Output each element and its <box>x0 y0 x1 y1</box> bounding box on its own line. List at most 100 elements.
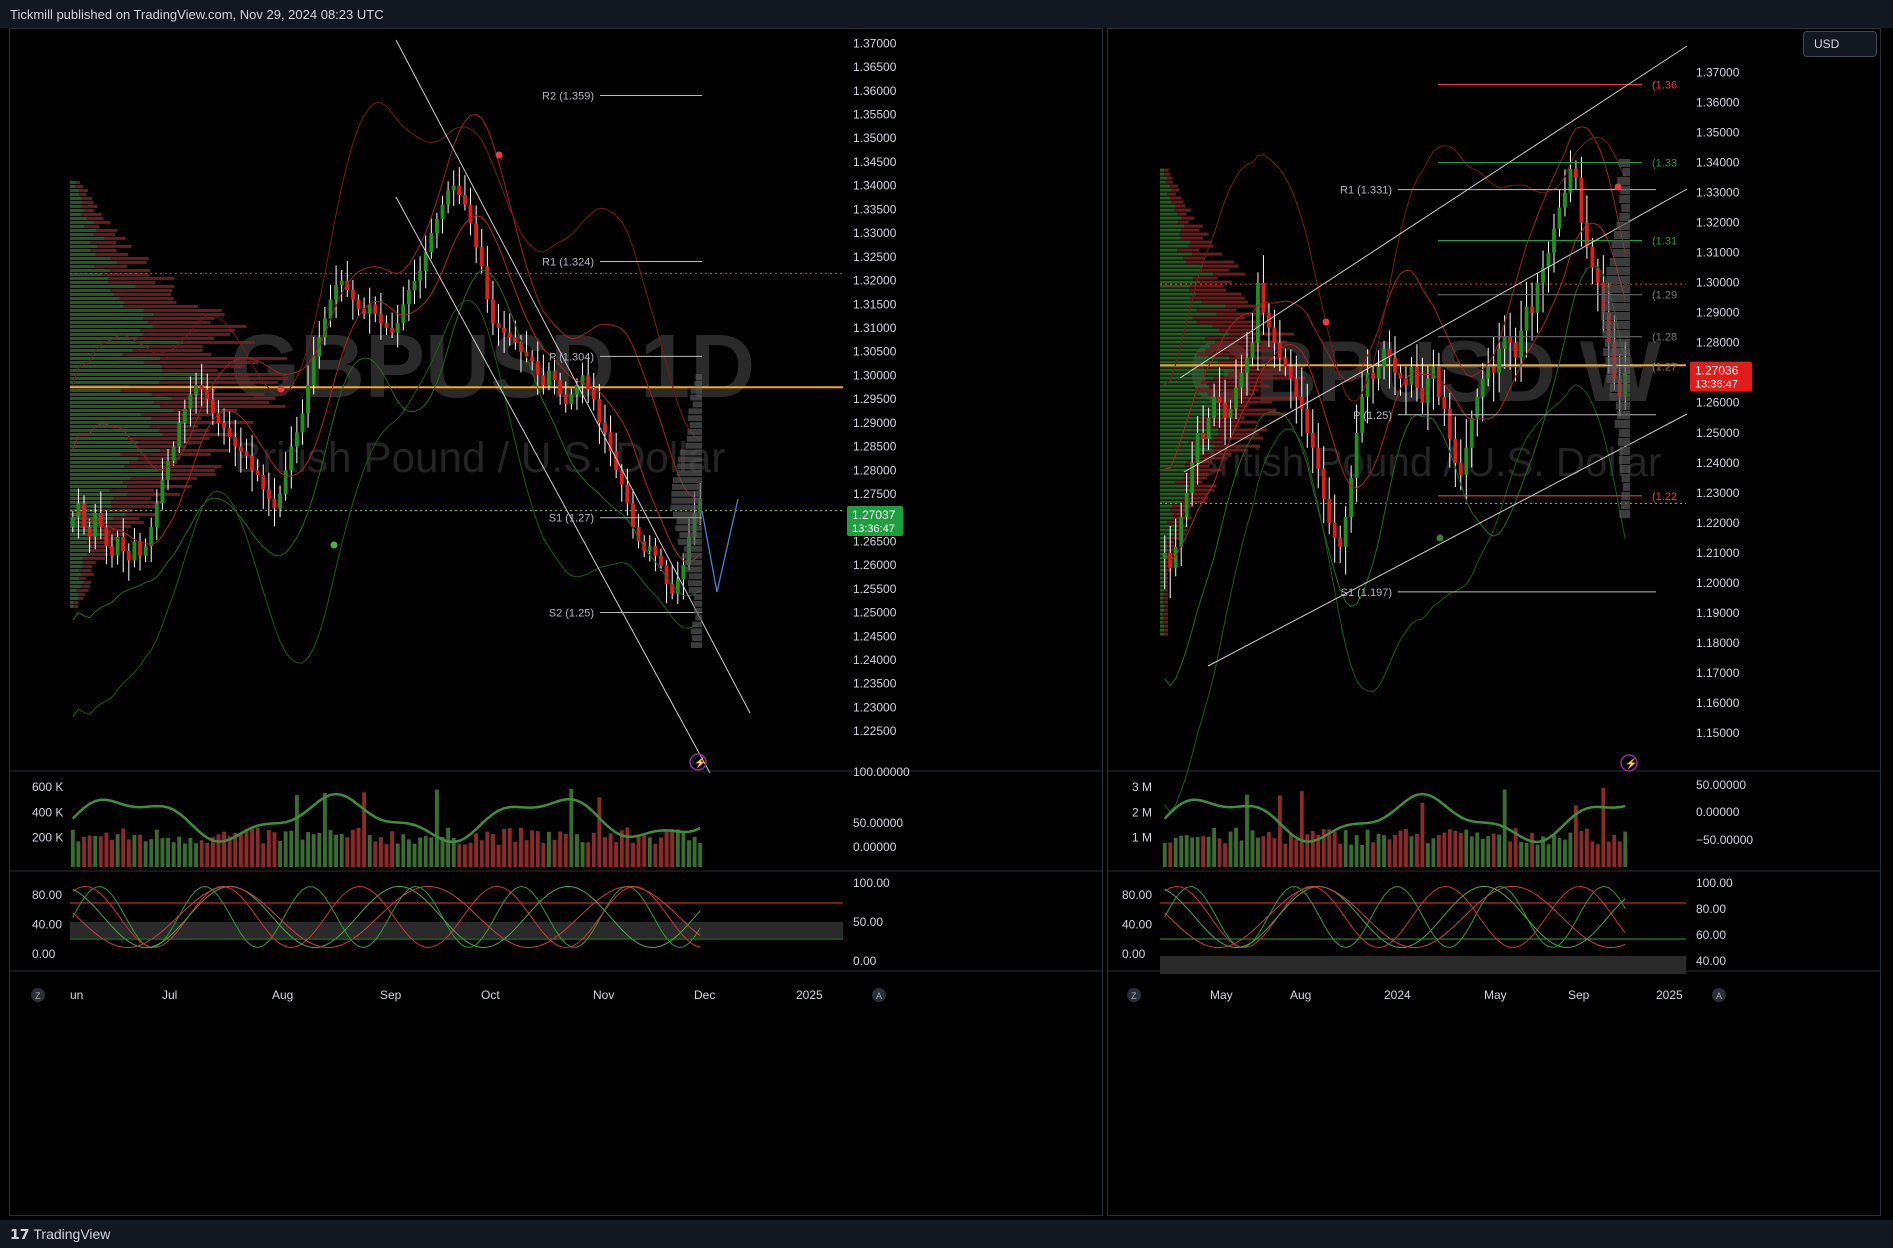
volume-profile-bar <box>111 504 158 508</box>
volume-profile-bar <box>1160 420 1202 424</box>
volume-profile-bar <box>137 336 215 340</box>
volume-bar <box>1519 841 1524 867</box>
signal-dot <box>277 385 285 393</box>
volume-bar <box>625 827 630 867</box>
volume-bar <box>1617 841 1622 867</box>
volume-profile-bar <box>70 348 133 352</box>
volume-profile-bar <box>1189 484 1217 488</box>
stochastic-line <box>72 885 701 949</box>
x-tick-label: Dec <box>694 988 715 1002</box>
candle-body <box>1283 357 1288 367</box>
volume-profile-bar <box>1165 180 1173 184</box>
candle-body <box>1398 372 1403 379</box>
volume-profile-bar <box>1164 168 1169 172</box>
volume-bar <box>1513 828 1518 867</box>
volume-profile-bar <box>123 480 164 484</box>
volume-bar <box>1436 834 1441 867</box>
tradingview-logo[interactable]: 𝟭𝟳 TradingView <box>10 1226 111 1242</box>
volume-profile-bar <box>70 320 149 324</box>
session-volume-bar <box>1609 384 1630 392</box>
volume-bar <box>659 837 663 867</box>
y-tick-label: 1.25000 <box>1696 426 1740 440</box>
candle-body <box>250 456 255 471</box>
session-volume-bar <box>695 614 702 621</box>
volume-bar <box>126 839 131 867</box>
candle-body <box>300 413 305 433</box>
volume-profile-bar <box>70 448 161 452</box>
volume-bar <box>1162 843 1167 867</box>
session-volume-bar <box>1611 240 1630 248</box>
x-tick-label: 2025 <box>796 988 823 1002</box>
candle-body <box>1458 462 1463 475</box>
volume-profile-bar <box>1164 628 1168 632</box>
session-volume-bar <box>672 484 702 490</box>
volume-profile-bar <box>70 548 89 552</box>
right-chart-panel[interactable]: GBPUSD W British Pound / U.S. Dollar 1.370… <box>1107 28 1881 1216</box>
volume-profile-bar <box>1188 440 1224 444</box>
session-volume-bar <box>1621 492 1630 500</box>
y-tick-label: 1.35500 <box>853 108 897 122</box>
volume-profile-bar <box>1160 276 1194 280</box>
volume-bar <box>1261 836 1266 867</box>
volume-bar <box>1623 831 1628 867</box>
volume-profile-bar <box>1160 348 1206 352</box>
volume-bar <box>446 827 451 867</box>
volume-profile-bar <box>70 460 130 464</box>
volume-profile-bar <box>76 588 89 592</box>
candle-body <box>1442 396 1447 409</box>
volume-profile-bar <box>70 500 112 504</box>
volume-bar <box>1173 837 1178 867</box>
volume-bar <box>1239 840 1244 867</box>
volume-bar <box>1217 838 1222 867</box>
candle-body <box>507 332 512 338</box>
candle-body <box>138 541 142 556</box>
candle-body <box>675 579 680 594</box>
y-tick-label: 1.23500 <box>853 677 897 691</box>
stochastic-right-tick: 40.00 <box>1696 954 1726 968</box>
volume-profile-bar <box>70 416 152 420</box>
volume-profile-bar <box>1160 528 1177 532</box>
volume-profile-bar <box>159 380 278 384</box>
volume-bar <box>1387 839 1392 867</box>
session-volume-bar <box>692 401 702 408</box>
volume-bar <box>278 840 283 867</box>
volume-profile-bar <box>70 556 83 560</box>
volume-profile-bar <box>1180 236 1203 240</box>
session-volume-bar <box>1618 159 1630 167</box>
volume-profile-bar <box>70 296 120 300</box>
volume-profile-bar <box>70 200 83 204</box>
volume-profile-bar <box>70 364 163 368</box>
volume-profile-bar <box>1178 220 1189 224</box>
volume-profile-bar <box>79 188 89 192</box>
volume-profile-bar <box>1201 380 1264 384</box>
goto-start-icon <box>1127 988 1141 1002</box>
x-tick-label: Aug <box>272 988 293 1002</box>
volume-bar <box>670 828 675 867</box>
session-volume-bar <box>1618 438 1630 446</box>
session-volume-bar <box>1620 186 1630 194</box>
session-volume-bar <box>1604 339 1630 347</box>
volume-profile-bar <box>70 220 94 224</box>
volume-profile-bar <box>70 604 74 608</box>
volume-bar <box>1475 832 1480 867</box>
session-volume-bar <box>1619 510 1630 518</box>
volume-profile-bar <box>1216 312 1265 316</box>
currency-button[interactable]: USD <box>1803 31 1877 57</box>
volume-bar <box>87 835 92 867</box>
volume-bar <box>306 832 311 867</box>
volume-bar <box>1393 834 1397 867</box>
stochastic-line <box>1164 885 1626 949</box>
volume-bar <box>199 840 204 867</box>
candle-body <box>541 375 546 385</box>
candle-body <box>1201 432 1206 439</box>
session-volume-bar <box>677 463 702 470</box>
candle-body <box>311 356 316 385</box>
candle-body <box>1535 282 1540 313</box>
candle-body <box>1288 366 1293 379</box>
volume-profile-bar <box>88 536 116 540</box>
left-chart-panel[interactable]: GBPUSD 1D British Pound / U.S. Dollar 1.37… <box>9 28 1103 1216</box>
candle-body <box>115 536 120 556</box>
candle-body <box>1206 417 1211 439</box>
volume-profile-bar <box>95 252 129 256</box>
volume-bar <box>1343 830 1348 867</box>
